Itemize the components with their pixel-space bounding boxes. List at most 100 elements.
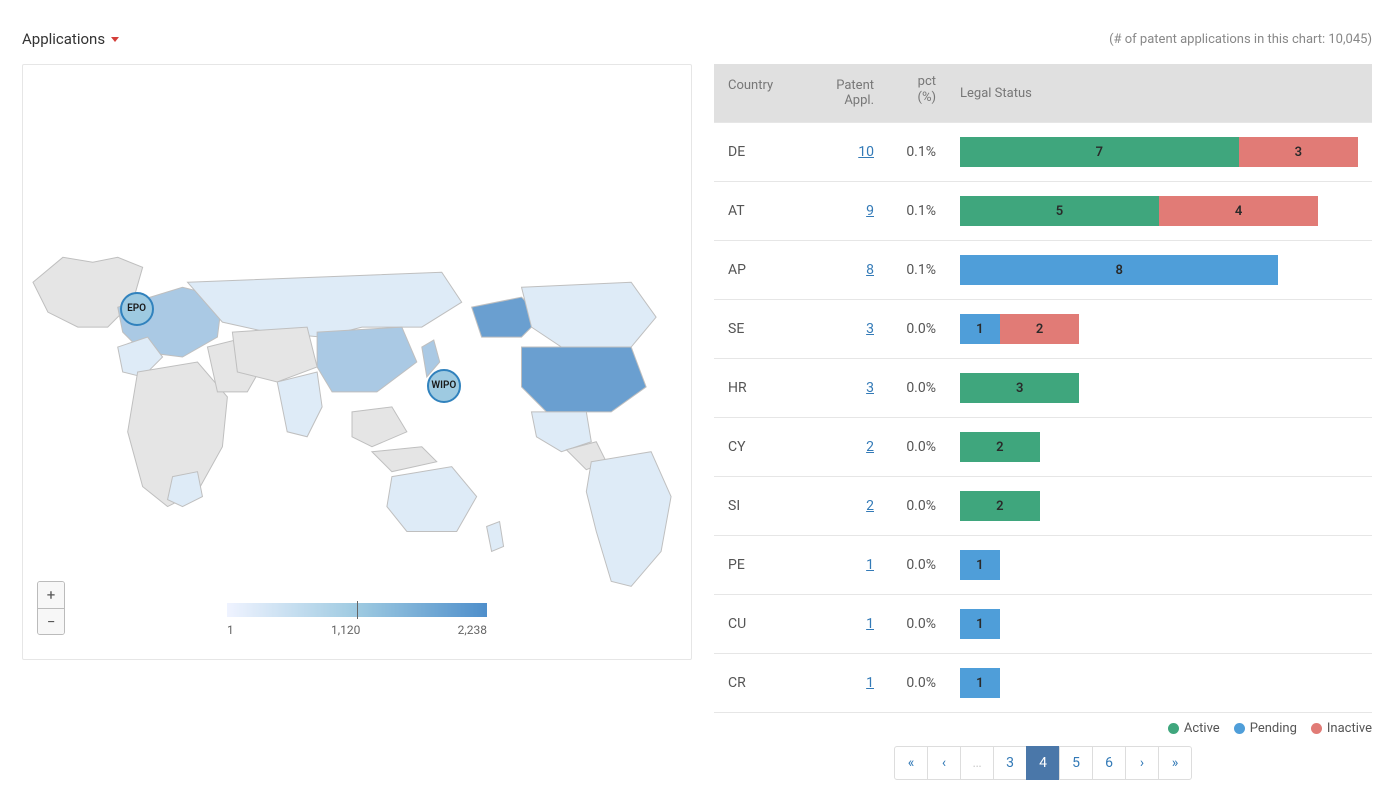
th-country[interactable]: Country [714, 64, 792, 122]
cell-pct: 0.0% [884, 484, 946, 528]
table-row: CY 2 0.0% 2 [714, 418, 1372, 477]
metric-dropdown-label: Applications [22, 30, 105, 48]
status-segment-active[interactable]: 2 [960, 432, 1040, 462]
cell-patent-appl: 2 [792, 425, 884, 469]
status-segment-pending[interactable]: 1 [960, 550, 1000, 580]
status-segment-pending[interactable]: 1 [960, 609, 1000, 639]
cell-country: SE [714, 307, 792, 351]
cell-country: SI [714, 484, 792, 528]
cell-patent-appl: 8 [792, 248, 884, 292]
table-header-row: Country Patent Appl. pct (%) Legal Statu… [714, 64, 1372, 123]
cell-patent-appl: 9 [792, 189, 884, 233]
cell-legal-status: 1 [946, 536, 1372, 594]
page-btn-last[interactable]: » [1158, 746, 1192, 780]
status-bar: 2 [960, 491, 1040, 521]
zoom-in-button[interactable]: + [38, 582, 64, 608]
legend-dot-icon [1311, 723, 1322, 734]
zoom-out-button[interactable]: − [38, 608, 64, 634]
status-segment-active[interactable]: 2 [960, 491, 1040, 521]
cell-legal-status: 2 [946, 418, 1372, 476]
th-legal-status[interactable]: Legal Status [946, 64, 1372, 122]
legend-max: 2,238 [458, 623, 487, 637]
cell-legal-status: 73 [946, 123, 1372, 181]
metric-dropdown[interactable]: Applications [22, 30, 119, 48]
page-btn-3[interactable]: 3 [993, 746, 1027, 780]
page-btn-4[interactable]: 4 [1026, 746, 1060, 780]
cell-legal-status: 1 [946, 654, 1372, 712]
map-pin-wipo[interactable]: WIPO [427, 369, 461, 403]
patent-appl-link[interactable]: 3 [866, 380, 874, 396]
page-btn-5[interactable]: 5 [1059, 746, 1093, 780]
status-segment-pending[interactable]: 1 [960, 314, 1000, 344]
page-btn-prev[interactable]: ‹ [927, 746, 961, 780]
cell-legal-status: 8 [946, 241, 1372, 299]
cell-legal-status: 2 [946, 477, 1372, 535]
legend-min: 1 [227, 623, 234, 637]
status-bar: 2 [960, 432, 1040, 462]
status-bar: 73 [960, 137, 1358, 167]
status-bar: 54 [960, 196, 1318, 226]
cell-legal-status: 1 [946, 595, 1372, 653]
pagination: «‹…3456›» [714, 746, 1372, 780]
legend-item-inactive[interactable]: Inactive [1311, 721, 1372, 736]
chevron-down-icon [111, 37, 119, 42]
patent-appl-link[interactable]: 8 [866, 262, 874, 278]
status-segment-pending[interactable]: 1 [960, 668, 1000, 698]
world-map[interactable]: EPO WIPO [23, 65, 691, 659]
page-btn-6[interactable]: 6 [1092, 746, 1126, 780]
cell-pct: 0.1% [884, 130, 946, 174]
cell-pct: 0.0% [884, 602, 946, 646]
cell-patent-appl: 10 [792, 130, 884, 174]
table-row: CU 1 0.0% 1 [714, 595, 1372, 654]
map-color-legend: 1 1,120 2,238 [227, 603, 487, 637]
page-btn-next[interactable]: › [1125, 746, 1159, 780]
cell-legal-status: 12 [946, 300, 1372, 358]
status-segment-active[interactable]: 3 [960, 373, 1079, 403]
cell-country: PE [714, 543, 792, 587]
cell-pct: 0.1% [884, 189, 946, 233]
patent-appl-link[interactable]: 2 [866, 439, 874, 455]
cell-pct: 0.0% [884, 366, 946, 410]
cell-country: HR [714, 366, 792, 410]
legend-label: Inactive [1327, 721, 1372, 736]
cell-country: CU [714, 602, 792, 646]
cell-country: AP [714, 248, 792, 292]
legend-label: Pending [1250, 721, 1297, 736]
table-row: SI 2 0.0% 2 [714, 477, 1372, 536]
page-btn-first[interactable]: « [894, 746, 928, 780]
th-pct[interactable]: pct (%) [884, 64, 946, 122]
patent-appl-link[interactable]: 9 [866, 203, 874, 219]
patent-appl-link[interactable]: 2 [866, 498, 874, 514]
cell-legal-status: 3 [946, 359, 1372, 417]
status-segment-pending[interactable]: 8 [960, 255, 1278, 285]
legend-mid: 1,120 [331, 623, 360, 637]
patent-appl-link[interactable]: 3 [866, 321, 874, 337]
status-segment-inactive[interactable]: 2 [1000, 314, 1080, 344]
patent-appl-link[interactable]: 1 [866, 675, 874, 691]
table-row: CR10.0%1 [714, 654, 1372, 713]
patent-appl-link[interactable]: 1 [866, 557, 874, 573]
map-pin-epo[interactable]: EPO [120, 292, 154, 326]
status-segment-active[interactable]: 7 [960, 137, 1239, 167]
legend-item-pending[interactable]: Pending [1234, 721, 1297, 736]
legend-dot-icon [1234, 723, 1245, 734]
th-patent-appl[interactable]: Patent Appl. [792, 64, 884, 122]
status-segment-inactive[interactable]: 3 [1239, 137, 1358, 167]
table-row: HR 3 0.0% 3 [714, 359, 1372, 418]
table-row: AT90.1%54 [714, 182, 1372, 241]
world-map-svg [23, 65, 691, 659]
cell-country: CY [714, 425, 792, 469]
patent-appl-link[interactable]: 1 [866, 616, 874, 632]
cell-pct: 0.0% [884, 425, 946, 469]
cell-legal-status: 54 [946, 182, 1372, 240]
cell-pct: 0.0% [884, 543, 946, 587]
legend-item-active[interactable]: Active [1168, 721, 1220, 736]
cell-pct: 0.0% [884, 661, 946, 705]
patent-appl-link[interactable]: 10 [858, 144, 874, 160]
table-row: DE100.1%73 [714, 123, 1372, 182]
cell-patent-appl: 3 [792, 366, 884, 410]
status-segment-active[interactable]: 5 [960, 196, 1159, 226]
status-bar: 1 [960, 609, 1000, 639]
table-row: PE 1 0.0% 1 [714, 536, 1372, 595]
status-segment-inactive[interactable]: 4 [1159, 196, 1318, 226]
